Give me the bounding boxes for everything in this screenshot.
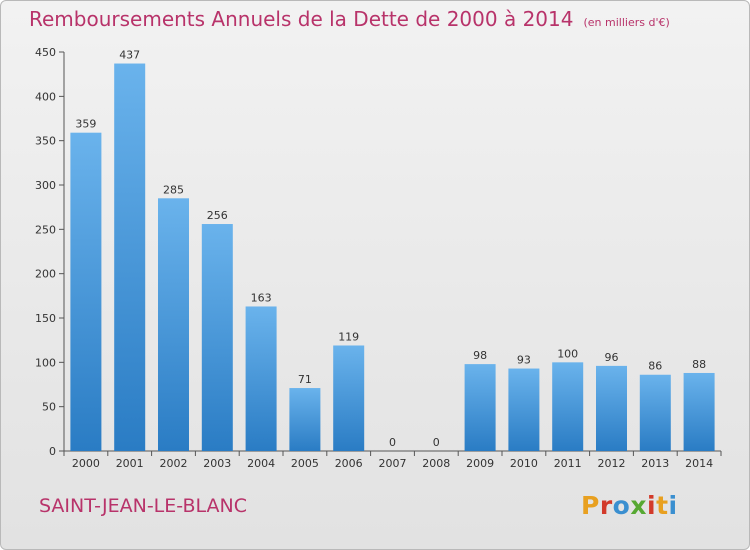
proxiti-logo[interactable]: Proxiti [581,491,678,520]
bar-2013 [639,374,671,451]
value-label-2002: 285 [163,183,184,196]
value-label-2007: 0 [389,436,396,449]
y-tick-label: 150 [35,312,56,325]
logo-letter: t [656,491,669,520]
value-label-2004: 163 [251,291,272,304]
x-tick-label-2000: 2000 [72,457,100,470]
x-tick-label-2014: 2014 [685,457,713,470]
y-tick-label: 250 [35,223,56,236]
x-tick-label-2012: 2012 [598,457,626,470]
x-tick-label-2005: 2005 [291,457,319,470]
logo-letter: i [647,491,657,520]
value-label-2012: 96 [605,351,619,364]
logo-letter: P [581,491,600,520]
title-row: Remboursements Annuels de la Dette de 20… [29,7,670,31]
y-tick-label: 50 [42,401,56,414]
logo-letter: o [612,491,631,520]
bar-2014 [683,372,715,451]
value-label-2013: 86 [648,360,662,373]
value-label-2014: 88 [692,358,706,371]
value-label-2001: 437 [119,49,140,62]
value-label-2005: 71 [298,373,312,386]
y-tick-label: 350 [35,135,56,148]
x-tick-label-2009: 2009 [466,457,494,470]
bar-2010 [508,368,540,451]
x-tick-label-2002: 2002 [160,457,188,470]
y-tick-label: 100 [35,356,56,369]
bar-2003 [201,224,233,451]
town-name: SAINT-JEAN-LE-BLANC [39,495,247,517]
y-tick-label: 200 [35,268,56,281]
value-label-2003: 256 [207,209,228,222]
y-tick-label: 0 [49,445,56,458]
value-label-2006: 119 [338,330,359,343]
value-label-2010: 93 [517,354,531,367]
bar-2002 [158,198,189,451]
value-label-2008: 0 [433,436,440,449]
bar-2009 [464,364,496,451]
bar-2012 [596,365,627,451]
bar-2011 [552,362,584,451]
x-tick-label-2001: 2001 [116,457,144,470]
bar-2000 [70,132,102,452]
value-label-2011: 100 [557,347,578,360]
value-label-2000: 359 [75,118,96,131]
x-tick-label-2013: 2013 [641,457,669,470]
y-tick-label: 400 [35,90,56,103]
y-tick-label: 300 [35,179,56,192]
x-tick-label-2003: 2003 [203,457,231,470]
logo-letter: i [668,491,678,520]
x-tick-label-2006: 2006 [335,457,363,470]
bar-2001 [114,63,146,451]
x-tick-label-2007: 2007 [379,457,407,470]
value-label-2009: 98 [473,349,487,362]
y-tick-label: 450 [35,46,56,59]
chart-title: Remboursements Annuels de la Dette de 20… [29,7,574,31]
x-tick-label-2004: 2004 [247,457,275,470]
bar-2006 [333,345,365,451]
logo-letter: r [599,491,613,520]
bar-2005 [289,388,321,451]
x-tick-label-2008: 2008 [422,457,450,470]
chart-unit: (en milliers d'€) [583,16,670,29]
bar-2004 [245,306,277,451]
logo-letter: x [630,491,647,520]
x-tick-label-2011: 2011 [554,457,582,470]
x-tick-label-2010: 2010 [510,457,538,470]
